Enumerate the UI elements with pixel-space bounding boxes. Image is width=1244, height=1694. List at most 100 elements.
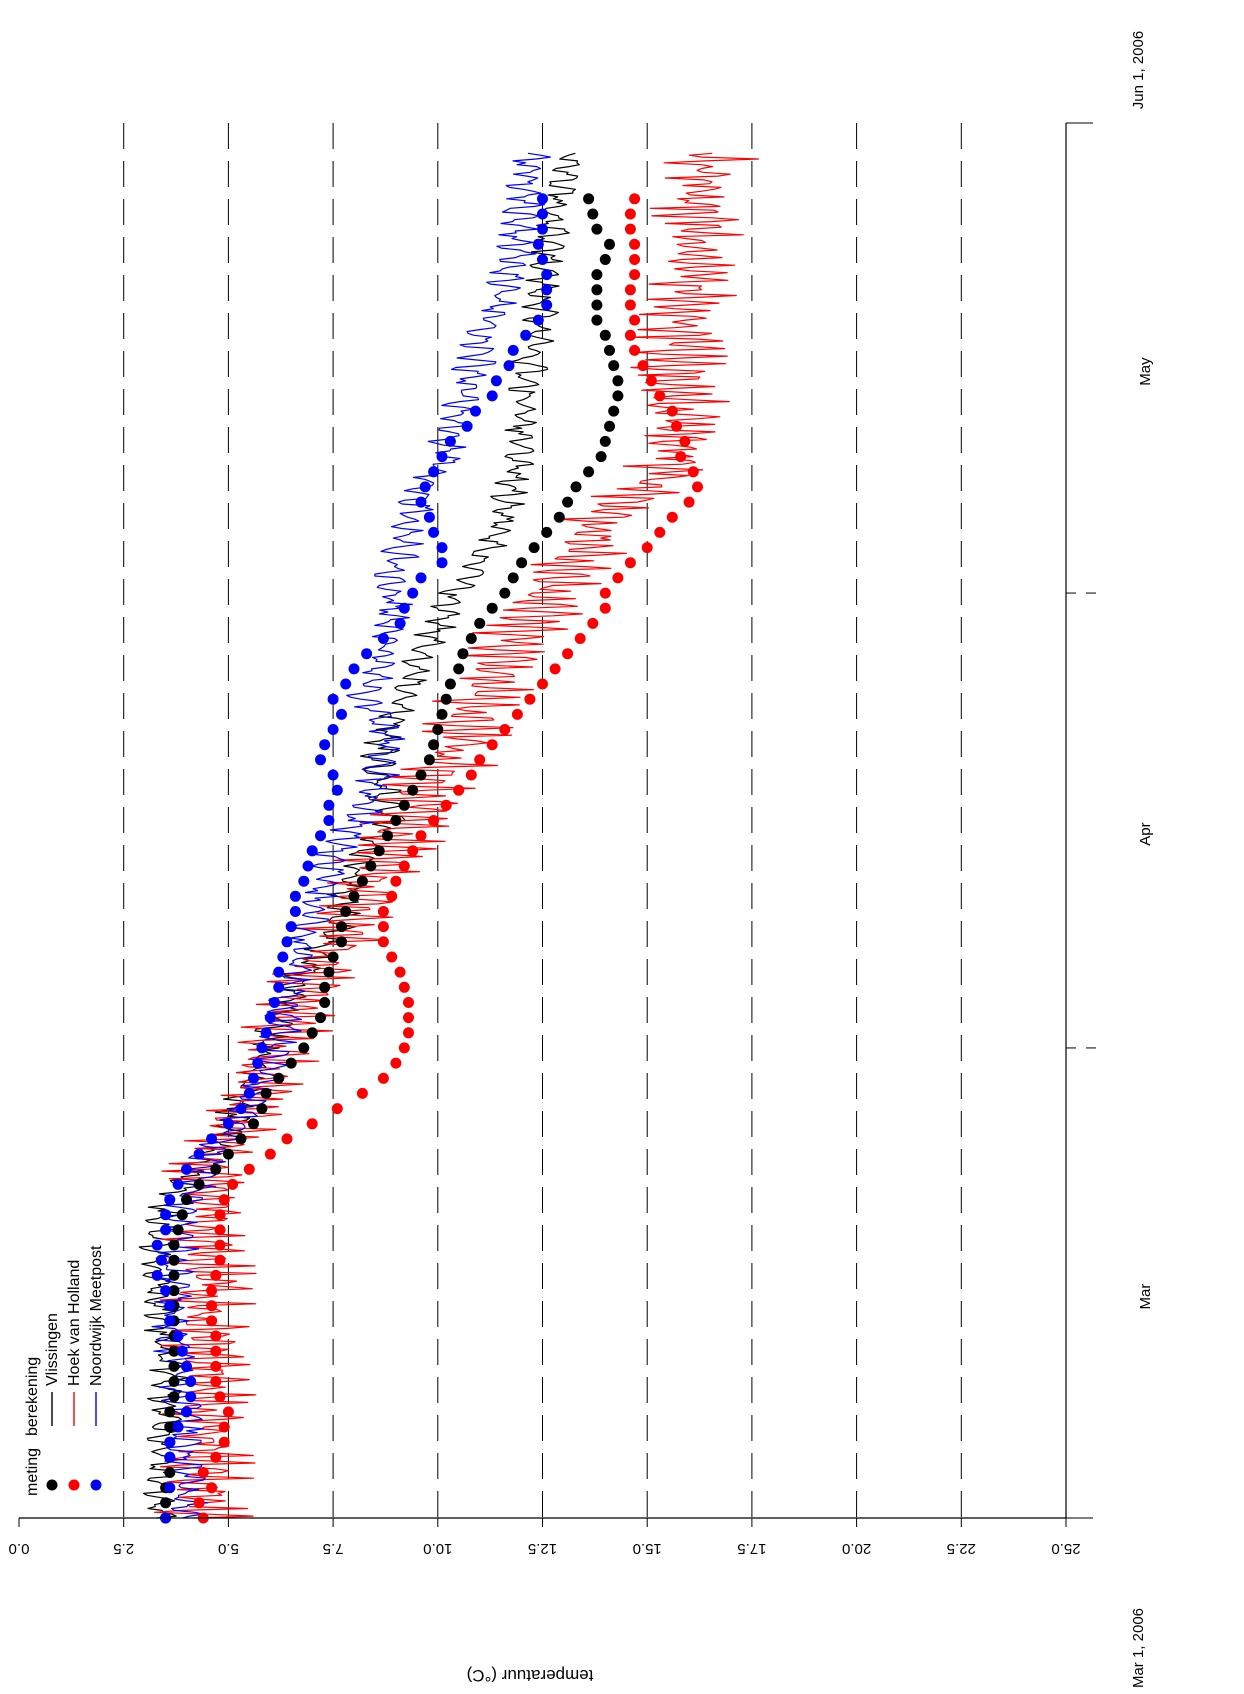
measured-point — [214, 1209, 226, 1221]
measured-point — [193, 1497, 205, 1509]
measured-point — [315, 1012, 326, 1024]
temperature-tick-label: 15.0 — [633, 1540, 662, 1557]
measured-point — [377, 1072, 389, 1084]
calculated-line-1 — [153, 152, 760, 1519]
measured-point — [537, 223, 548, 235]
measured-point — [486, 602, 498, 614]
measured-point — [440, 799, 452, 811]
measured-point — [403, 997, 414, 1008]
measured-point — [336, 936, 347, 948]
measured-point — [377, 906, 389, 917]
measured-point — [181, 1194, 192, 1206]
measured-point — [503, 360, 515, 372]
measured-point — [419, 481, 431, 493]
measured-point — [390, 815, 402, 826]
measured-point — [432, 724, 444, 735]
time-tick-label: May — [1137, 357, 1154, 386]
measured-point — [168, 1254, 180, 1266]
measured-point — [591, 269, 603, 281]
measured-point — [465, 769, 477, 781]
measured-point — [176, 1345, 188, 1357]
measured-point — [624, 284, 636, 296]
measured-point — [629, 193, 641, 205]
measured-point — [155, 1254, 167, 1266]
measured-point — [541, 284, 553, 296]
measured-point — [528, 542, 540, 554]
measured-point — [637, 360, 649, 372]
measured-point — [164, 1421, 176, 1433]
legend-entry-label: Hoek van Holland — [66, 1260, 83, 1386]
time-tick-label: Mar 1, 2006 — [1130, 1608, 1147, 1688]
measured-point — [541, 526, 553, 538]
measured-point — [273, 1072, 285, 1084]
measured-point — [583, 466, 595, 478]
measured-point — [599, 435, 611, 447]
measured-point — [336, 708, 347, 720]
measured-point — [281, 936, 293, 948]
measured-point — [403, 1012, 414, 1024]
measured-point — [516, 557, 528, 569]
measured-point — [281, 1133, 293, 1145]
measured-point — [172, 1178, 184, 1190]
measured-point — [666, 405, 678, 417]
measured-point — [323, 815, 335, 826]
measured-point — [377, 633, 389, 644]
measured-point — [629, 314, 641, 326]
measured-point — [306, 845, 318, 857]
temperature-tick-label: 22.5 — [947, 1540, 976, 1557]
measured-point — [390, 875, 402, 887]
measured-point — [511, 708, 523, 720]
measured-point — [256, 1042, 268, 1054]
measured-point — [306, 1027, 318, 1039]
measured-point — [218, 1421, 230, 1433]
measured-point — [168, 1376, 180, 1387]
measured-point — [407, 587, 419, 599]
measured-point — [164, 1300, 176, 1312]
measured-point — [181, 1360, 192, 1372]
measured-point — [248, 1072, 259, 1084]
measured-point — [608, 360, 620, 372]
measured-point — [595, 451, 607, 463]
measured-point — [604, 420, 615, 432]
measured-point — [336, 921, 347, 933]
measured-point — [210, 1451, 222, 1463]
measured-point — [423, 511, 435, 523]
measured-point — [252, 1057, 264, 1069]
temperature-tick-label: 5.0 — [218, 1540, 239, 1557]
measured-point — [499, 724, 511, 735]
measured-point — [394, 617, 406, 629]
legend-marker-2 — [90, 1479, 102, 1491]
measured-point — [562, 496, 574, 508]
temperature-tick-label: 25.0 — [1051, 1540, 1080, 1557]
temperature-tick-label: 12.5 — [528, 1540, 557, 1557]
measured-point — [591, 284, 603, 296]
measured-point — [206, 1315, 218, 1327]
measured-point — [683, 496, 695, 508]
legend-header-meting: meting — [24, 1448, 41, 1496]
measured-point — [218, 1436, 230, 1448]
measured-point — [599, 587, 611, 599]
measured-point — [599, 602, 611, 614]
measured-point — [264, 1012, 276, 1024]
measured-point — [398, 981, 410, 993]
measured-point — [541, 269, 553, 281]
measured-point — [386, 951, 398, 963]
measured-point — [675, 451, 687, 463]
measured-point — [398, 1042, 410, 1054]
measured-point — [260, 1087, 272, 1099]
measured-point — [315, 754, 326, 766]
measured-point — [461, 420, 473, 432]
measured-point — [394, 966, 406, 978]
measured-point — [168, 1360, 180, 1372]
measured-point — [172, 1330, 184, 1342]
measured-point — [214, 1224, 226, 1236]
measured-point — [490, 375, 502, 387]
measured-point — [214, 1391, 226, 1403]
measured-point — [599, 254, 611, 265]
measured-point — [193, 1148, 205, 1160]
measured-point — [235, 1103, 247, 1115]
measured-point — [222, 1118, 234, 1130]
measured-point — [210, 1376, 222, 1387]
measured-point — [298, 875, 310, 887]
measured-point — [164, 1194, 176, 1206]
